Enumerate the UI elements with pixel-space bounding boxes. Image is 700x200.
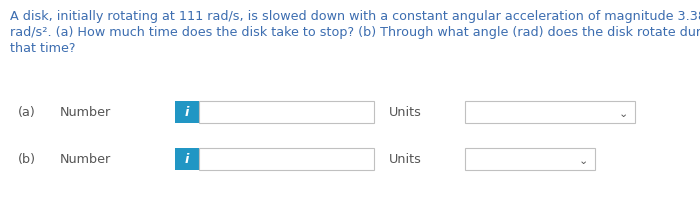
FancyBboxPatch shape <box>199 148 374 170</box>
Text: Number: Number <box>60 153 111 166</box>
Text: ⌄: ⌄ <box>578 155 588 165</box>
Text: Units: Units <box>389 153 422 166</box>
Text: i: i <box>185 153 189 166</box>
Text: A disk, initially rotating at 111 rad/s, is slowed down with a constant angular : A disk, initially rotating at 111 rad/s,… <box>10 10 700 23</box>
Text: (b): (b) <box>18 153 36 166</box>
FancyBboxPatch shape <box>465 148 595 170</box>
Text: that time?: that time? <box>10 42 76 55</box>
Text: Number: Number <box>60 106 111 119</box>
Text: (a): (a) <box>18 106 36 119</box>
FancyBboxPatch shape <box>175 148 199 170</box>
FancyBboxPatch shape <box>465 101 635 123</box>
Text: rad/s². (a) How much time does the disk take to stop? (b) Through what angle (ra: rad/s². (a) How much time does the disk … <box>10 26 700 39</box>
FancyBboxPatch shape <box>175 101 199 123</box>
Text: ⌄: ⌄ <box>618 108 628 118</box>
FancyBboxPatch shape <box>199 101 374 123</box>
Text: Units: Units <box>389 106 422 119</box>
Text: i: i <box>185 106 189 119</box>
